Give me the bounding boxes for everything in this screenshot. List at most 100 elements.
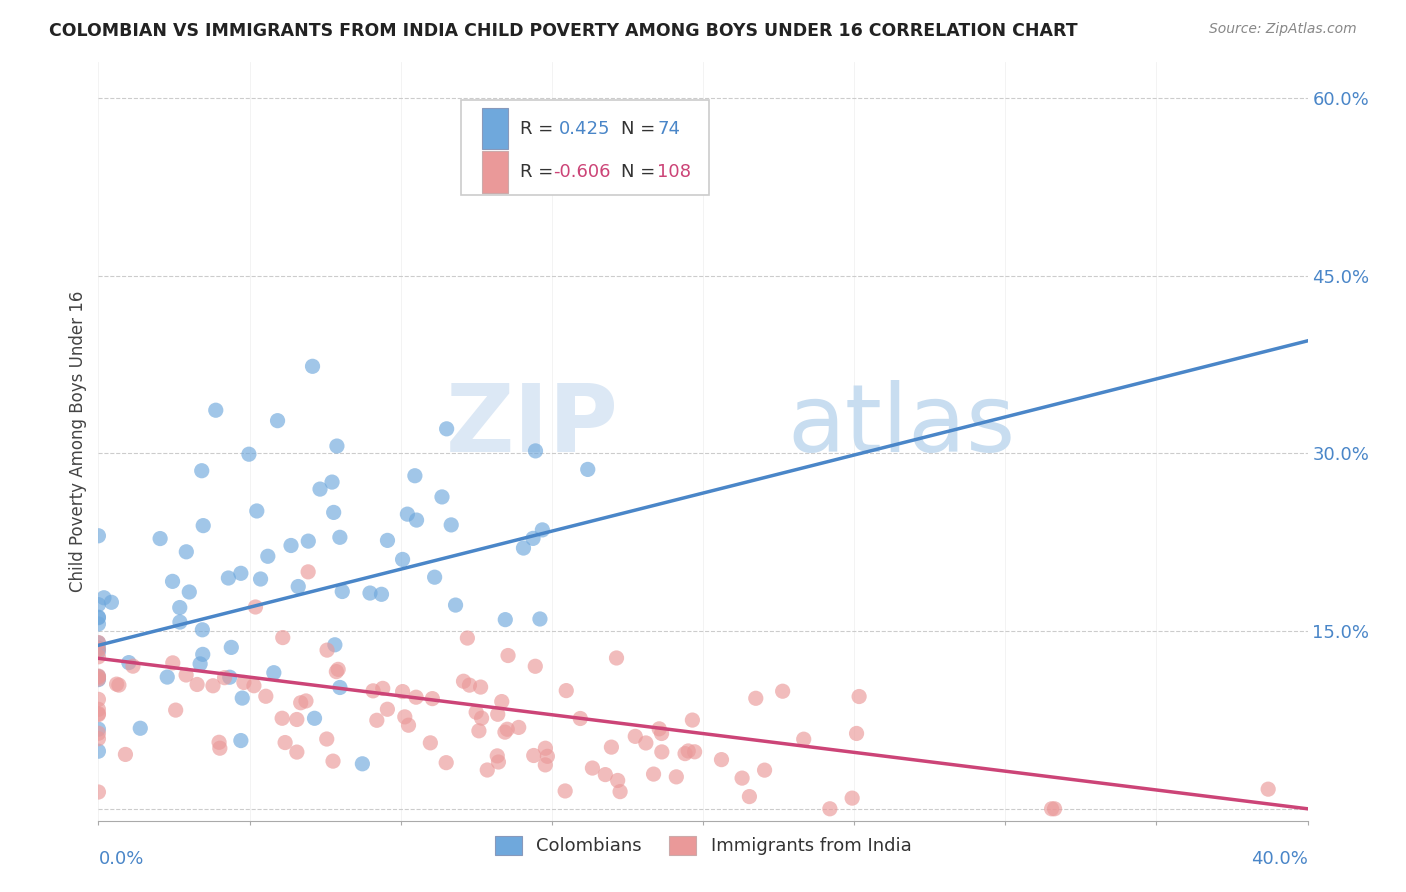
Point xyxy=(87,616,110,631)
Point xyxy=(232,675,254,690)
Point xyxy=(87,644,110,658)
Point xyxy=(87,726,110,740)
Point xyxy=(651,745,673,759)
Text: atlas: atlas xyxy=(787,380,1017,473)
Text: R =: R = xyxy=(520,163,554,181)
Point xyxy=(122,659,145,673)
Point xyxy=(508,720,530,734)
Point xyxy=(430,490,453,504)
Point xyxy=(191,623,214,637)
Point xyxy=(285,745,308,759)
Point xyxy=(391,684,413,698)
Point xyxy=(529,612,551,626)
Point xyxy=(359,586,381,600)
Point xyxy=(315,732,337,747)
Point xyxy=(321,475,343,489)
Point xyxy=(214,671,236,685)
Point xyxy=(377,702,399,716)
Legend: Colombians, Immigrants from India: Colombians, Immigrants from India xyxy=(489,830,917,861)
Point xyxy=(444,598,467,612)
Point xyxy=(186,677,208,691)
Point xyxy=(522,532,544,546)
Point xyxy=(555,683,578,698)
Text: 74: 74 xyxy=(657,120,681,137)
Point xyxy=(841,791,863,805)
Point xyxy=(229,733,252,747)
Point xyxy=(285,713,308,727)
Point xyxy=(271,631,294,645)
Point xyxy=(129,721,152,735)
Text: Source: ZipAtlas.com: Source: ZipAtlas.com xyxy=(1209,22,1357,37)
Point xyxy=(606,773,628,788)
Point xyxy=(477,763,499,777)
Point xyxy=(87,669,110,683)
Point xyxy=(681,713,703,727)
Point xyxy=(87,610,110,624)
Point xyxy=(391,552,413,566)
Point xyxy=(221,640,243,655)
Point xyxy=(208,735,231,749)
Point xyxy=(494,725,516,739)
Point xyxy=(436,422,458,436)
Point xyxy=(458,678,481,692)
Point xyxy=(87,636,110,650)
Point xyxy=(643,767,665,781)
Point xyxy=(309,482,332,496)
Point xyxy=(218,670,240,684)
Point xyxy=(169,600,191,615)
Bar xyxy=(482,108,509,149)
Point xyxy=(190,464,212,478)
Point xyxy=(404,468,426,483)
Text: ZIP: ZIP xyxy=(446,380,619,473)
Point xyxy=(361,683,384,698)
Point xyxy=(405,690,427,705)
Point xyxy=(174,668,197,682)
Point xyxy=(325,665,347,679)
Point xyxy=(322,505,344,519)
Point xyxy=(710,753,733,767)
Point xyxy=(605,651,627,665)
Point xyxy=(470,680,492,694)
Point xyxy=(523,748,546,763)
Point xyxy=(304,711,326,725)
Point xyxy=(295,694,318,708)
Point xyxy=(87,649,110,664)
Point xyxy=(531,523,554,537)
Point xyxy=(287,580,309,594)
Point xyxy=(229,566,252,581)
Point xyxy=(371,681,394,696)
Y-axis label: Child Poverty Among Boys Under 16: Child Poverty Among Boys Under 16 xyxy=(69,291,87,592)
Text: COLOMBIAN VS IMMIGRANTS FROM INDIA CHILD POVERTY AMONG BOYS UNDER 16 CORRELATION: COLOMBIAN VS IMMIGRANTS FROM INDIA CHILD… xyxy=(49,22,1078,40)
Text: 0.425: 0.425 xyxy=(560,120,610,137)
Point xyxy=(793,732,815,747)
Point xyxy=(179,585,201,599)
Point xyxy=(534,741,557,756)
Point xyxy=(93,591,115,605)
Point xyxy=(108,678,131,692)
Point xyxy=(1043,802,1066,816)
Point xyxy=(419,736,441,750)
Point xyxy=(87,635,110,649)
Point xyxy=(271,711,294,725)
Point xyxy=(246,504,269,518)
Point xyxy=(249,572,271,586)
Point xyxy=(87,692,110,706)
Point xyxy=(149,532,172,546)
Point xyxy=(208,741,231,756)
Point xyxy=(465,705,488,719)
Point xyxy=(494,613,516,627)
Point xyxy=(87,610,110,624)
Point xyxy=(396,507,419,521)
Point xyxy=(322,754,344,768)
Point xyxy=(326,439,349,453)
Point xyxy=(330,584,353,599)
Point xyxy=(524,659,547,673)
Point xyxy=(245,599,267,614)
Text: 40.0%: 40.0% xyxy=(1251,850,1308,868)
Point xyxy=(651,726,673,740)
Point xyxy=(491,695,513,709)
Point xyxy=(87,642,110,657)
Point xyxy=(266,414,288,428)
Point xyxy=(217,571,239,585)
Point xyxy=(665,770,688,784)
